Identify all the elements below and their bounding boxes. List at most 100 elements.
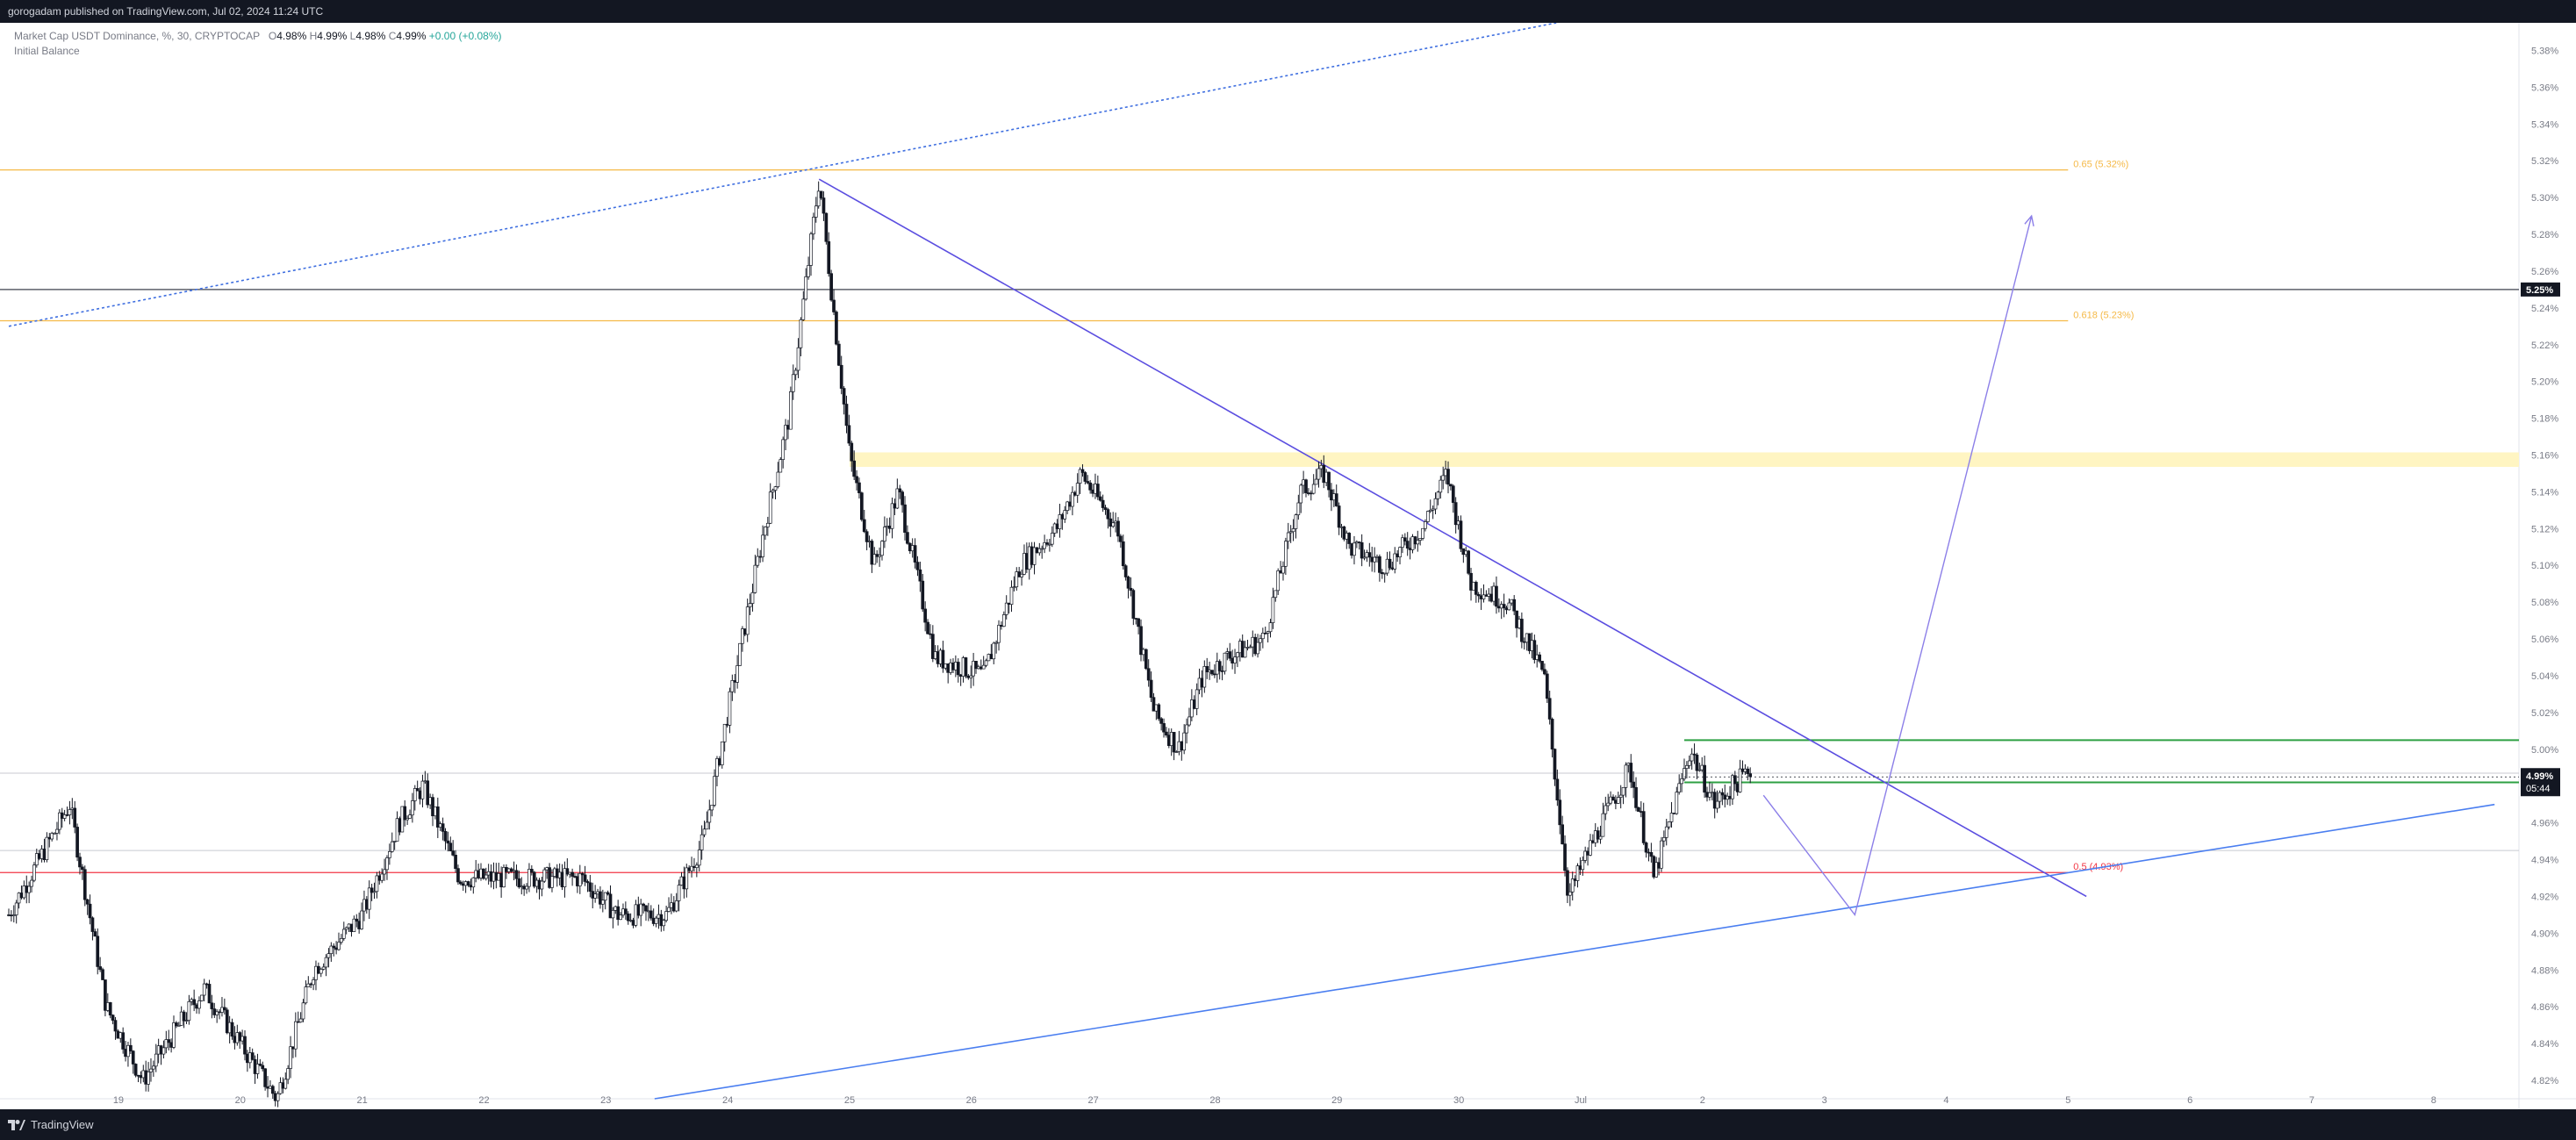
candle-body — [1731, 775, 1734, 799]
candle-body — [301, 1002, 305, 1020]
candle-body — [1476, 594, 1481, 597]
candle-body — [702, 828, 707, 835]
candle-body — [1276, 570, 1281, 592]
candle-body — [1294, 514, 1298, 529]
candle-body — [1733, 775, 1737, 785]
candle-body — [730, 680, 735, 692]
candle-body — [570, 871, 574, 877]
candle-body — [304, 986, 308, 1004]
candle-body — [243, 1036, 247, 1055]
legend-low-label: L — [349, 30, 356, 42]
candle-body — [1637, 807, 1640, 812]
candle-body — [176, 1024, 181, 1027]
candle-body — [1543, 669, 1546, 675]
candle-body — [1296, 502, 1301, 516]
candle-body — [850, 442, 854, 462]
candle-body — [1050, 533, 1054, 545]
candle-body — [286, 1068, 291, 1080]
candle-body — [578, 872, 582, 886]
candle-body — [1288, 531, 1293, 534]
candle-body — [761, 534, 764, 557]
x-tick-label: 3 — [1822, 1095, 1827, 1106]
candle-body — [981, 664, 986, 670]
candle-body — [326, 953, 331, 958]
candle-body — [748, 603, 752, 607]
candle-body — [974, 661, 978, 670]
candle-body — [388, 851, 391, 858]
candle-body — [446, 840, 450, 844]
candle-body — [329, 945, 334, 955]
legend-change: +0.00 (+0.08%) — [428, 30, 502, 42]
candle-body — [791, 374, 795, 392]
candle-body — [1048, 543, 1051, 546]
candle-body — [1286, 532, 1290, 542]
candle-body — [728, 691, 732, 726]
candle-body — [83, 869, 87, 900]
y-tick-label: 5.00% — [2531, 745, 2558, 756]
candle-body — [147, 1072, 150, 1085]
candle-body — [1690, 753, 1694, 762]
candle-body — [563, 868, 567, 887]
y-tick-label: 4.84% — [2531, 1039, 2558, 1050]
candle-body — [649, 910, 653, 919]
candle-body — [1661, 836, 1666, 842]
candle-body — [1685, 764, 1689, 769]
candle-body — [131, 1050, 135, 1065]
candle-body — [542, 869, 547, 882]
candle-body — [898, 488, 902, 492]
candle-body — [1268, 622, 1273, 633]
candle-body — [202, 983, 206, 996]
candle-body — [1632, 781, 1635, 788]
candle-body — [383, 869, 386, 875]
candle-body — [781, 439, 786, 460]
candle-body — [1467, 550, 1470, 574]
x-tick-label: 26 — [966, 1095, 977, 1106]
candle-body — [1123, 565, 1128, 577]
candle-body — [1439, 479, 1443, 493]
candle-body — [1304, 479, 1308, 493]
candle-body — [588, 882, 592, 892]
candle-body — [847, 425, 851, 444]
candle-body — [298, 1018, 303, 1023]
chart-canvas[interactable]: 5.38% 5.36% 5.34% 5.32% 5.30% 5.28% 5.26% 5.24%… — [0, 23, 2576, 1109]
candle-body — [258, 1064, 262, 1066]
candle-body — [903, 504, 907, 533]
candle-body — [1165, 731, 1168, 736]
current-price-tag: 4.99% — [2526, 771, 2553, 782]
y-tick-label: 5.32% — [2531, 156, 2558, 167]
candle-body — [1095, 484, 1100, 498]
legend-indicator[interactable]: Initial Balance — [14, 45, 80, 57]
candle-body — [984, 660, 988, 666]
candle-body — [1311, 484, 1316, 494]
candle-body — [836, 343, 841, 366]
candle-body — [1378, 556, 1381, 573]
candle-body — [1063, 510, 1067, 520]
fib-level-label: 0.65 (5.32%) — [2073, 160, 2128, 170]
candle-body — [789, 391, 793, 430]
candle-body — [690, 865, 693, 871]
trendline-descending — [818, 178, 2087, 898]
candle-body — [90, 917, 95, 932]
candle-body — [101, 969, 104, 980]
footer-brand: TradingView — [31, 1118, 94, 1131]
candle-body — [745, 606, 750, 635]
y-tick-label: 5.10% — [2531, 561, 2558, 571]
candle-body — [1020, 573, 1023, 577]
candle-body — [583, 874, 587, 882]
candle-body — [619, 914, 622, 921]
candle-body — [11, 914, 16, 916]
legend-symbol[interactable]: Market Cap USDT Dominance, %, 30, CRYPTO… — [14, 30, 260, 42]
x-tick-label: 22 — [478, 1095, 489, 1106]
candle-body — [1418, 538, 1423, 541]
candle-body — [1532, 640, 1537, 660]
candle-body — [639, 903, 643, 916]
candle-body — [1604, 805, 1608, 814]
candle-body — [27, 885, 31, 893]
candle-body — [1449, 484, 1453, 487]
footer-bar: TradingView — [0, 1109, 2576, 1140]
candle-body — [113, 1020, 118, 1032]
candle-body — [859, 492, 864, 520]
candle-body — [187, 1000, 191, 1022]
candle-body — [1596, 830, 1600, 840]
candle-body — [997, 625, 1001, 643]
